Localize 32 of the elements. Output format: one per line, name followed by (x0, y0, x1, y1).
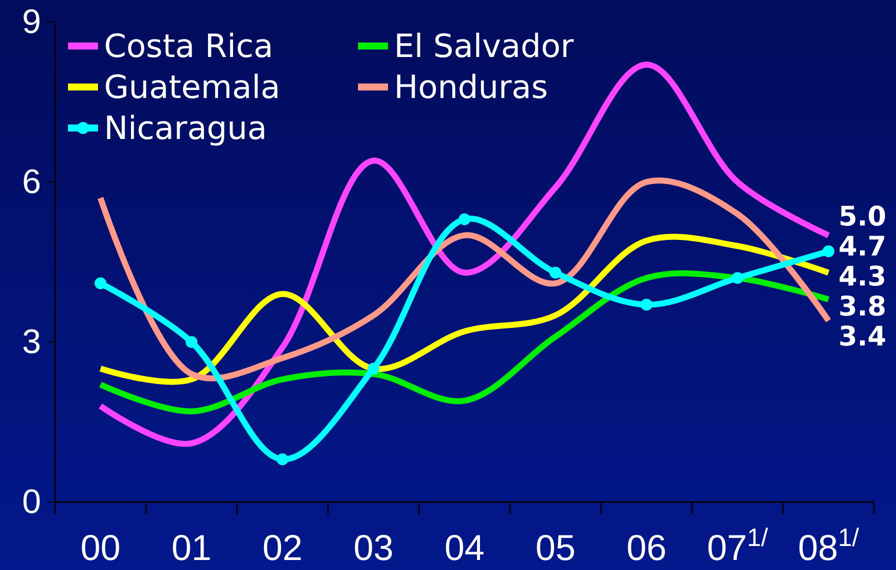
point (276, 453, 288, 466)
point (458, 213, 470, 226)
x-tick-label: 05 (535, 527, 576, 568)
legend-label: Nicaragua (104, 109, 267, 148)
y-tick-label: 6 (22, 162, 41, 201)
point (550, 266, 562, 279)
x-tick-label: 06 (626, 527, 667, 568)
y-tick-label: 9 (22, 2, 41, 41)
point (640, 298, 652, 311)
x-tick-label: 02 (262, 527, 303, 568)
point (186, 336, 198, 348)
point (822, 245, 834, 258)
point (732, 272, 744, 284)
y-tick-label: 3 (22, 322, 41, 361)
x-tick-label: 07$^{1/}$ (706, 524, 768, 568)
legend-label: Costa Rica (104, 27, 274, 66)
x-tick-label: 08$^{1/}$ (798, 524, 860, 568)
x-tick-label: 03 (353, 527, 394, 568)
data-label: 3.4 (838, 321, 886, 352)
point (94, 277, 106, 290)
x-tick-label: 00 (80, 527, 121, 568)
data-label: 4.7 (838, 231, 886, 262)
legend-label: Guatemala (104, 68, 280, 106)
data-label: 5.0 (838, 201, 886, 232)
x-tick-label: 01 (171, 527, 212, 568)
point (368, 362, 380, 375)
data-label: 3.8 (838, 291, 886, 322)
x-tick-label: 04 (444, 527, 485, 568)
legend-label: Honduras (394, 68, 548, 106)
legend-label: El Salvador (394, 27, 575, 66)
data-label: 4.3 (838, 261, 886, 292)
y-tick-label: 0 (22, 482, 41, 521)
